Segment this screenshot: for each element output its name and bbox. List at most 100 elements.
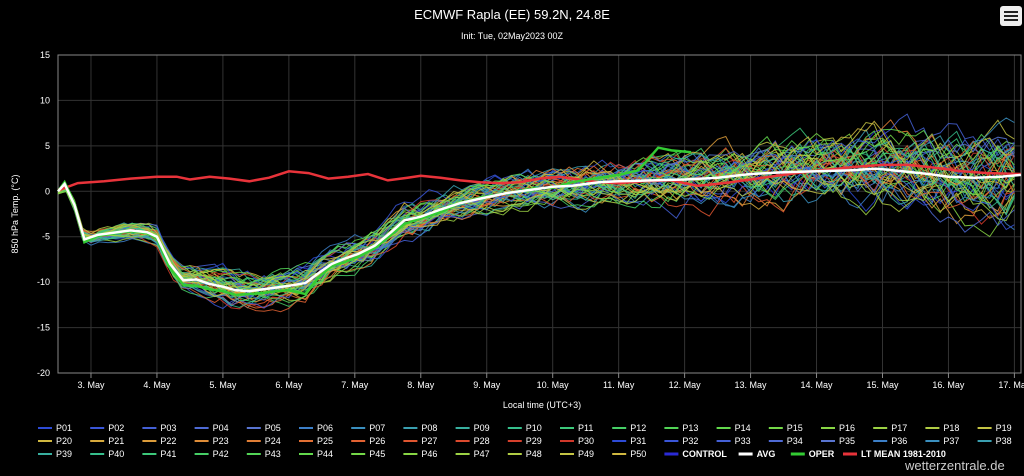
legend-label: P50 xyxy=(630,449,646,459)
hamburger-menu-icon[interactable] xyxy=(1000,6,1022,26)
legend-label: P44 xyxy=(317,449,333,459)
legend-item: P34 xyxy=(768,436,803,446)
legend-label: P14 xyxy=(735,423,751,433)
legend-item: P31 xyxy=(612,436,646,446)
y-tick-label: -15 xyxy=(37,323,50,333)
x-tick-label: 15. May xyxy=(866,380,899,390)
member-line xyxy=(57,146,1015,284)
legend-label: P03 xyxy=(160,423,176,433)
legend-item: P42 xyxy=(194,449,229,459)
legend-label: CONTROL xyxy=(682,449,727,459)
y-tick-label: 5 xyxy=(45,141,50,151)
chart-subtitle: Init: Tue, 02May2023 00Z xyxy=(461,31,564,41)
legend-label: P39 xyxy=(56,449,72,459)
legend-label: P40 xyxy=(108,449,124,459)
legend-item: P21 xyxy=(90,436,124,446)
legend-item: P19 xyxy=(977,423,1012,433)
control-line xyxy=(57,128,1015,288)
oper-line xyxy=(56,146,692,297)
member-line xyxy=(57,151,1015,291)
legend-label: P38 xyxy=(996,436,1012,446)
legend-label: P16 xyxy=(839,423,855,433)
legend-label: P25 xyxy=(317,436,333,446)
legend-item: P10 xyxy=(507,423,542,433)
legend-item: P50 xyxy=(612,449,646,459)
legend-item: P49 xyxy=(560,449,594,459)
main-series xyxy=(56,146,1022,297)
legend-item: P13 xyxy=(664,423,698,433)
watermark: wetterzentrale.de xyxy=(905,458,1005,473)
legend-item: P41 xyxy=(142,449,176,459)
legend-item: P16 xyxy=(821,423,855,433)
legend-item: P39 xyxy=(38,449,72,459)
legend-label: P06 xyxy=(317,423,333,433)
legend-item: P45 xyxy=(351,449,385,459)
legend-label: LT MEAN 1981-2010 xyxy=(861,449,946,459)
legend-label: P10 xyxy=(526,423,542,433)
legend-label: P12 xyxy=(630,423,646,433)
legend-label: P08 xyxy=(421,423,437,433)
legend-item: P17 xyxy=(873,423,907,433)
member-line xyxy=(57,155,1015,282)
legend-label: P45 xyxy=(369,449,385,459)
legend-item: P35 xyxy=(821,436,855,446)
legend-label: P01 xyxy=(56,423,72,433)
legend-item: P12 xyxy=(612,423,646,433)
legend-item: P09 xyxy=(455,423,490,433)
legend-label: P36 xyxy=(891,436,907,446)
legend-label: P48 xyxy=(526,449,542,459)
legend-label: P05 xyxy=(265,423,281,433)
x-tick-label: 17. May xyxy=(998,380,1024,390)
avg-line xyxy=(57,167,1022,293)
legend-item: P40 xyxy=(90,449,124,459)
legend-label: AVG xyxy=(757,449,776,459)
legend-item: P47 xyxy=(455,449,490,459)
y-axis-label: 850 hPa Temp. (°C) xyxy=(10,175,20,254)
legend-item: P36 xyxy=(873,436,907,446)
x-axis-ticks: 3. May 4. May 5. May 6. May 7. May 8. May 9. M… xyxy=(77,373,1024,390)
legend-label: P35 xyxy=(839,436,855,446)
legend: P01 P02 P03 P04 P05 P06 P07 P08 P09 P10 P11 P12 P13 P… xyxy=(38,423,1012,459)
legend-item: P04 xyxy=(194,423,229,433)
legend-label: P31 xyxy=(630,436,646,446)
legend-item: P15 xyxy=(768,423,803,433)
y-axis-ticks: 15 10 5 0 -5 -10 -15 -20 xyxy=(37,50,50,378)
chart-title: ECMWF Rapla (EE) 59.2N, 24.8E xyxy=(414,7,610,22)
legend-label: P07 xyxy=(369,423,385,433)
member-line xyxy=(57,138,1015,301)
legend-item: P24 xyxy=(246,436,281,446)
x-axis-label: Local time (UTC+3) xyxy=(503,400,581,410)
legend-label: P13 xyxy=(682,423,698,433)
legend-label: P47 xyxy=(474,449,490,459)
legend-item: P30 xyxy=(560,436,594,446)
x-tick-label: 3. May xyxy=(77,380,105,390)
legend-label: P34 xyxy=(787,436,803,446)
member-line xyxy=(57,132,1015,288)
legend-label: P26 xyxy=(369,436,385,446)
y-tick-label: 10 xyxy=(40,95,50,105)
legend-item: P46 xyxy=(403,449,437,459)
legend-item: P08 xyxy=(403,423,437,433)
legend-label: P28 xyxy=(474,436,490,446)
y-tick-label: -20 xyxy=(37,368,50,378)
legend-label: P22 xyxy=(160,436,176,446)
x-tick-label: 4. May xyxy=(143,380,171,390)
legend-label: P41 xyxy=(160,449,176,459)
x-tick-label: 13. May xyxy=(735,380,768,390)
legend-item: P33 xyxy=(716,436,751,446)
legend-label: P21 xyxy=(108,436,124,446)
x-tick-label: 7. May xyxy=(341,380,369,390)
legend-label: P49 xyxy=(578,449,594,459)
x-tick-label: 6. May xyxy=(275,380,303,390)
legend-item: P07 xyxy=(351,423,385,433)
legend-item: P38 xyxy=(977,436,1012,446)
member-line xyxy=(57,131,1015,285)
legend-item: P05 xyxy=(246,423,281,433)
x-tick-label: 10. May xyxy=(537,380,570,390)
legend-item: P20 xyxy=(38,436,72,446)
legend-label: P29 xyxy=(526,436,542,446)
legend-item: P02 xyxy=(90,423,124,433)
legend-label: OPER xyxy=(809,449,835,459)
x-tick-label: 5. May xyxy=(209,380,237,390)
